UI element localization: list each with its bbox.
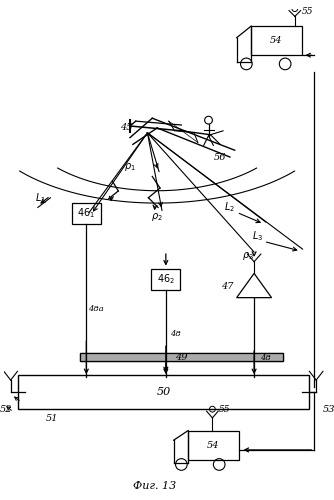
Text: $46_2$: $46_2$ [157,272,175,286]
Text: $L_1$: $L_1$ [35,191,46,204]
Text: 45: 45 [120,124,132,132]
Bar [79,353,283,360]
Text: 51: 51 [46,414,59,424]
Bar [151,268,180,290]
Text: $\rho_3$: $\rho_3$ [242,250,254,262]
Text: 52: 52 [0,404,12,413]
Text: 53: 53 [323,404,334,413]
Bar [18,375,309,409]
Text: 55: 55 [219,404,231,413]
Text: $L_2$: $L_2$ [224,200,235,214]
Text: $L_3$: $L_3$ [253,230,264,243]
Text: 50: 50 [157,386,171,396]
Text: 47: 47 [221,282,233,290]
Bar [188,430,238,460]
Text: 48: 48 [261,354,271,362]
Text: 54: 54 [207,440,220,450]
Text: 54: 54 [270,36,283,45]
Text: 49: 49 [175,354,188,362]
Text: 55: 55 [302,7,313,16]
Text: 48: 48 [170,330,181,338]
Text: $\rho_2$: $\rho_2$ [151,211,163,223]
Text: $46_1$: $46_1$ [77,206,96,220]
Bar [72,202,101,224]
Text: 48a: 48a [88,306,104,314]
Bar [79,353,283,360]
Text: Фиг. 13: Фиг. 13 [133,481,176,491]
Text: $\rho_1$: $\rho_1$ [124,160,136,172]
Text: 56: 56 [214,152,226,162]
Bar [251,26,302,55]
